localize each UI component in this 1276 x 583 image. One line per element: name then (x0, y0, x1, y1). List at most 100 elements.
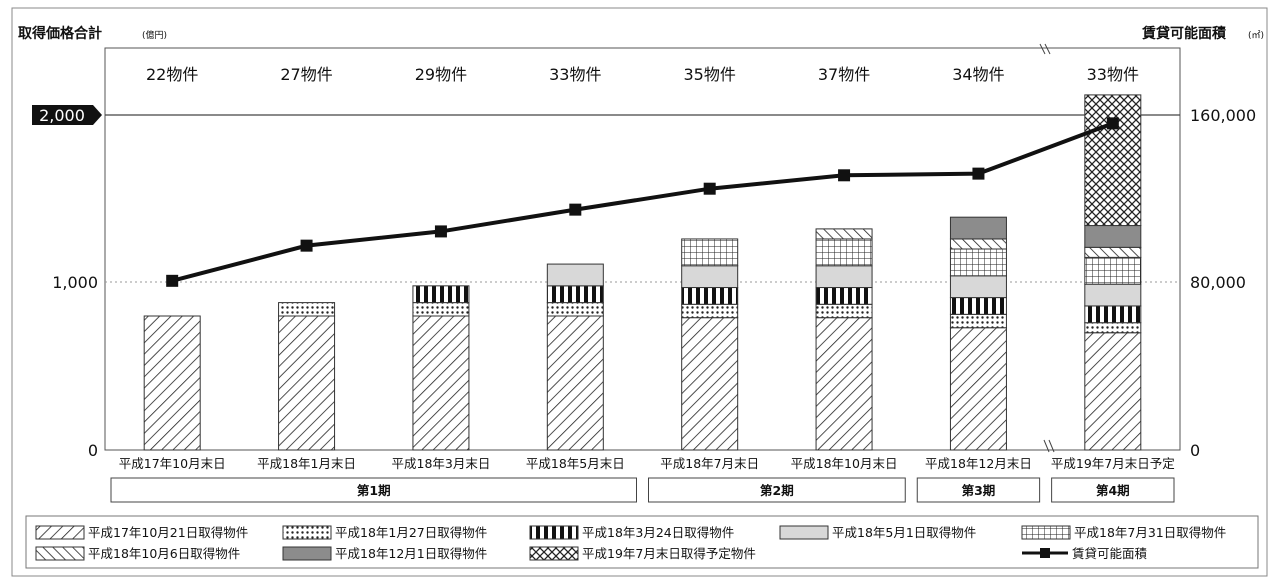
bar-segment-7-0 (1084, 332, 1142, 451)
legend-label: 平成18年3月24日取得物件 (582, 525, 734, 540)
bar-segment-5-3 (815, 265, 873, 289)
bar-segment-2-1 (412, 302, 470, 317)
chart-frame (11, 7, 1268, 577)
legend-label: 平成18年7月31日取得物件 (1074, 525, 1226, 540)
bar-segment-5-0 (815, 317, 873, 451)
bar-segment-6-0 (949, 327, 1007, 451)
area-marker-2 (434, 225, 447, 238)
area-marker-0 (166, 274, 179, 287)
y-left-unit: (億円) (142, 29, 167, 41)
plot-frame (104, 47, 1181, 451)
period-label: 第1期 (357, 483, 391, 498)
property-count-label: 34物件 (952, 65, 1004, 84)
y-right-tick-160000: 160,000 (1190, 106, 1256, 125)
bar-segment-5-4 (815, 238, 873, 267)
bar-segment-7-1 (1084, 322, 1142, 334)
period-label: 第3期 (962, 483, 996, 498)
y-right-title: 賃貸可能面積 (1141, 25, 1227, 42)
bar-segment-3-3 (546, 263, 604, 287)
bar-segment-2-2 (412, 285, 470, 304)
bar-segment-6-3 (949, 275, 1007, 299)
property-count-label: 27物件 (280, 65, 332, 84)
property-count-label: 35物件 (684, 65, 736, 84)
period-boxes: 第1期 第2期 第3期 第4期 (110, 477, 1175, 503)
bar-segment-1-0 (278, 315, 336, 451)
legend-swatch-7 (529, 546, 579, 561)
axis-break-top (1039, 43, 1051, 55)
property-counts: 22物件 27物件 29物件 33物件 35物件 37物件 34物件 33物件 (146, 65, 1139, 84)
bar-segment-4-1 (681, 303, 739, 319)
area-marker-7 (1106, 117, 1119, 130)
area-marker-3 (569, 203, 582, 216)
legend-swatch-4 (1021, 525, 1071, 540)
axis-break-bottom (1043, 439, 1055, 453)
legend-label: 平成18年10月6日取得物件 (88, 546, 240, 561)
x-tick-label: 平成17年10月末日 (119, 456, 226, 471)
x-tick-label: 平成18年1月末日 (257, 456, 356, 471)
legend-swatch-6 (282, 546, 332, 561)
area-marker-5 (838, 169, 851, 182)
x-tick-label: 平成18年7月末日 (660, 456, 759, 471)
y-left-title: 取得価格合計 (18, 25, 102, 42)
period-box-2 (916, 477, 1041, 503)
bar-segment-6-2 (949, 297, 1007, 315)
period-box-0 (110, 477, 637, 503)
area-marker-6 (972, 167, 985, 180)
bar-segment-1-1 (278, 302, 336, 317)
bar-segment-2-0 (412, 315, 470, 451)
y-right-unit: (㎡) (1248, 30, 1264, 41)
svg-text:2,000: 2,000 (39, 106, 85, 125)
period-label: 第4期 (1096, 483, 1130, 498)
y-left-tick-1000: 1,000 (52, 273, 98, 292)
x-tick-label: 平成18年12月末日 (925, 456, 1032, 471)
property-count-label: 33物件 (1087, 65, 1139, 84)
bar-segment-7-2 (1084, 305, 1142, 324)
area-polyline (171, 121, 1114, 283)
property-count-label: 33物件 (549, 65, 601, 84)
bar-segment-6-4 (949, 248, 1007, 277)
bar-segment-5-1 (815, 303, 873, 319)
legend-swatch-1 (282, 525, 332, 540)
bar-segment-3-2 (546, 285, 604, 304)
legend-label: 賃貸可能面積 (1072, 546, 1148, 561)
bar-segment-7-3 (1084, 283, 1142, 307)
legend-frame (25, 515, 1259, 569)
legend-label: 平成17年10月21日取得物件 (88, 525, 248, 540)
legend-label: 平成18年12月1日取得物件 (335, 546, 487, 561)
bar-segment-4-4 (681, 238, 739, 267)
bar-segment-6-1 (949, 313, 1007, 329)
bar-segment-4-0 (681, 317, 739, 451)
bar-segment-4-2 (681, 287, 739, 305)
legend-label: 平成18年1月27日取得物件 (335, 525, 487, 540)
legend-swatch-2 (529, 525, 579, 540)
legend-line-marker (1040, 548, 1050, 558)
area-line (166, 117, 1119, 287)
property-count-label: 22物件 (146, 65, 198, 84)
legend: 平成17年10月21日取得物件 平成18年1月27日取得物件 平成18年3月24日取… (35, 525, 1226, 561)
period-box-3 (1051, 477, 1175, 503)
y-right-tick-0: 0 (1190, 441, 1200, 460)
legend-label: 平成19年7月末日取得予定物件 (582, 546, 756, 561)
bar-segment-6-5 (949, 238, 1007, 250)
bar-segment-3-1 (546, 302, 604, 317)
legend-label: 平成18年5月1日取得物件 (832, 525, 976, 540)
x-tick-label: 平成18年5月末日 (526, 456, 625, 471)
x-tick-label: 平成18年3月末日 (392, 456, 491, 471)
y-left-tick-0: 0 (88, 441, 98, 460)
x-axis-labels: 平成17年10月末日 平成18年1月末日 平成18年3月末日 平成18年5月末日 平成1… (119, 456, 1175, 471)
area-marker-4 (703, 182, 716, 195)
bar-segment-5-5 (815, 228, 873, 240)
bars (143, 94, 1142, 451)
legend-swatch-3 (779, 525, 829, 540)
bar-segment-7-4 (1084, 256, 1142, 285)
bar-segment-4-3 (681, 265, 739, 289)
bar-segment-7-6 (1084, 225, 1142, 248)
bar-segment-5-2 (815, 287, 873, 305)
y-left-tick-2000: 2,000 (32, 105, 102, 125)
property-count-label: 37物件 (818, 65, 870, 84)
y-right-tick-80000: 80,000 (1190, 273, 1246, 292)
period-label: 第2期 (760, 483, 794, 498)
legend-swatch-0 (35, 525, 85, 540)
area-marker-1 (300, 239, 313, 252)
